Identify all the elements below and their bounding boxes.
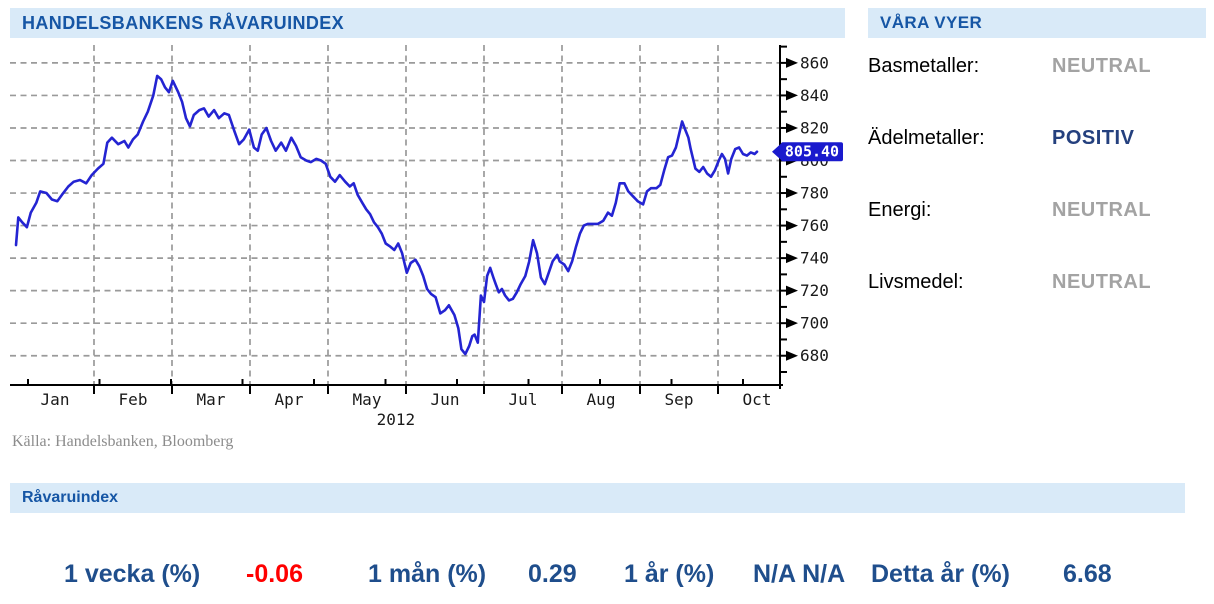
view-value: NEUTRAL [1052,199,1152,221]
tick-arrow-icon [786,253,798,264]
view-value: NEUTRAL [1052,55,1152,77]
view-row-energi: Energi: NEUTRAL [868,199,1206,225]
stat-value-ytd: 6.68 [1063,560,1112,588]
x-tick-label: Jul [509,390,538,409]
y-tick-label: 820 [800,118,829,137]
y-tick-label: 740 [800,249,829,268]
x-tick-label: May [353,390,382,409]
x-tick-label: Aug [587,390,616,409]
stat-label-year: 1 år (%) [624,560,715,588]
y-tick-label: 680 [800,346,829,365]
stat-value-month: 0.29 [528,560,577,588]
price-line [14,74,759,356]
x-tick-label: Sep [665,390,694,409]
tick-arrow-icon [786,285,798,296]
x-tick-label: Jun [431,390,460,409]
x-tick-label: Oct [743,390,772,409]
views-title: VÅRA VYER [880,13,983,32]
tick-arrow-icon [786,220,798,231]
x-tick-label: Feb [119,390,148,409]
last-price-label: 805.40 [785,143,839,161]
chart-title: HANDELSBANKENS RÅVARUINDEX [22,13,345,33]
tick-arrow-icon [786,350,798,361]
x-tick-label: Apr [275,390,304,409]
views-title-bar: VÅRA VYER [868,8,1206,38]
chart-title-bar: HANDELSBANKENS RÅVARUINDEX [10,8,845,38]
tick-arrow-icon [786,90,798,101]
stat-value-week: -0.06 [246,560,303,588]
source-note: Källa: Handelsbanken, Bloomberg [12,433,234,450]
y-tick-label: 840 [800,86,829,105]
view-label: Energi: [868,199,932,221]
stat-value-year: N/A N/A [753,560,846,588]
x-tick-label: Mar [197,390,226,409]
y-tick-label: 700 [800,314,829,333]
summary-title-bar: Råvaruindex [10,483,1185,513]
stat-label-week: 1 vecka (%) [64,560,201,588]
commodity-index-chart: Jan Feb Mar Apr May Jun Jul Aug Sep Oct 2012 680 700… [10,45,843,429]
view-label: Livsmedel: [868,271,964,293]
view-row-adelmetaller: Ädelmetaller: POSITIV [868,127,1206,153]
tick-arrow-icon [786,57,798,68]
view-label: Basmetaller: [868,55,980,77]
view-label: Ädelmetaller: [868,127,985,149]
view-value: POSITIV [1052,127,1135,149]
x-tick-label: Jan [41,390,70,409]
y-tick-label: 780 [800,184,829,203]
tick-arrow-icon [786,318,798,329]
view-row-livsmedel: Livsmedel: NEUTRAL [868,271,1206,297]
last-price-tag-arrow [772,142,782,161]
year-label: 2012 [377,410,416,429]
stat-label-ytd: Detta år (%) [871,560,1010,588]
y-tick-label: 720 [800,281,829,300]
tick-arrow-icon [786,122,798,133]
view-value: NEUTRAL [1052,271,1152,293]
tick-arrow-icon [786,188,798,199]
stat-label-month: 1 mån (%) [368,560,487,588]
y-tick-label: 860 [800,53,829,72]
y-tick-label: 760 [800,216,829,235]
last-price-tag [781,142,843,162]
summary-title: Råvaruindex [22,489,119,506]
view-row-basmetaller: Basmetaller: NEUTRAL [868,55,1206,81]
